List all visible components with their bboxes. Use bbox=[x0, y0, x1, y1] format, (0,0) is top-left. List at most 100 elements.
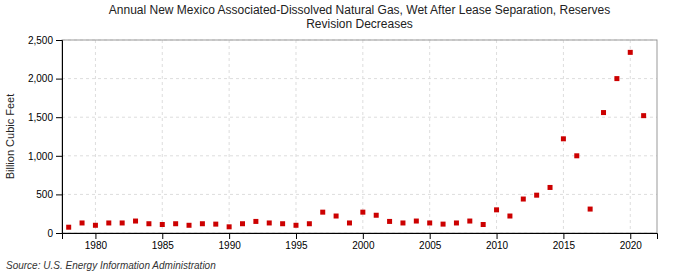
point bbox=[414, 219, 419, 224]
point bbox=[481, 222, 486, 227]
point bbox=[80, 220, 85, 225]
point bbox=[146, 221, 151, 226]
title-line: Annual New Mexico Associated-Dissolved N… bbox=[109, 3, 610, 17]
point bbox=[467, 219, 472, 224]
x-tick: 2010 bbox=[486, 233, 509, 251]
x-tick: 1980 bbox=[85, 233, 108, 251]
y-tick: 2,500 bbox=[28, 35, 62, 46]
point bbox=[534, 193, 539, 198]
point bbox=[360, 210, 365, 215]
point bbox=[334, 214, 339, 219]
point bbox=[267, 220, 272, 225]
point bbox=[521, 197, 526, 202]
plot: 1980 1985 1990 1995 2000 2005 2010 2015 2020 0 500… bbox=[28, 35, 658, 251]
point bbox=[120, 220, 125, 225]
point bbox=[280, 221, 285, 226]
point bbox=[187, 223, 192, 228]
x-tick: 2000 bbox=[352, 233, 375, 251]
point bbox=[494, 207, 499, 212]
y-tick-label: 0 bbox=[47, 228, 53, 239]
x-tick-label: 1980 bbox=[85, 240, 108, 251]
x-tick: 2020 bbox=[620, 233, 643, 251]
grid-line-y bbox=[62, 194, 657, 195]
x-tick-label: 1990 bbox=[219, 240, 242, 251]
x-tick-mark bbox=[430, 233, 431, 239]
grid-line-x bbox=[496, 40, 497, 233]
x-tick: 2005 bbox=[419, 233, 442, 251]
point bbox=[400, 220, 405, 225]
x-axis-line bbox=[63, 234, 658, 240]
point bbox=[106, 220, 111, 225]
grid-line-y bbox=[62, 78, 657, 79]
point bbox=[574, 153, 579, 158]
grid-line-x bbox=[630, 40, 631, 233]
title: Annual New Mexico Associated-Dissolved N… bbox=[109, 3, 610, 31]
y-tick: 500 bbox=[36, 189, 62, 200]
y-tick-mark bbox=[56, 117, 62, 118]
x-tick-label: 2010 bbox=[486, 240, 509, 251]
y-tick: 1,500 bbox=[28, 112, 62, 123]
y-tick-mark bbox=[56, 156, 62, 157]
x-tick-mark bbox=[363, 233, 364, 239]
y-tick-mark bbox=[56, 79, 62, 80]
point bbox=[588, 207, 593, 212]
grid-line-x bbox=[429, 40, 430, 233]
point bbox=[227, 224, 232, 229]
point bbox=[628, 50, 633, 55]
point bbox=[93, 223, 98, 228]
x-tick-label: 2005 bbox=[419, 240, 442, 251]
y-axis-line bbox=[56, 41, 63, 234]
grid-line-y bbox=[62, 117, 657, 118]
point bbox=[441, 222, 446, 227]
x-tick-label: 2015 bbox=[553, 240, 576, 251]
y-tick: 2,000 bbox=[28, 73, 62, 84]
point bbox=[200, 221, 205, 226]
point bbox=[454, 220, 459, 225]
x-tick-mark bbox=[229, 233, 230, 239]
x-tick: 2015 bbox=[553, 233, 576, 251]
x-tick-mark bbox=[95, 233, 96, 239]
point bbox=[160, 222, 165, 227]
grid-line-x bbox=[229, 40, 230, 233]
x-tick: 1995 bbox=[285, 233, 308, 251]
source: Source: U.S. Energy Information Administ… bbox=[6, 260, 216, 271]
y-tick-label: 2,500 bbox=[28, 35, 53, 46]
point bbox=[133, 219, 138, 224]
title-line: Revision Decreases bbox=[306, 17, 413, 31]
point bbox=[641, 113, 646, 118]
x-tick-mark bbox=[296, 233, 297, 239]
point bbox=[427, 220, 432, 225]
y-tick-mark bbox=[56, 40, 62, 41]
point bbox=[213, 222, 218, 227]
grid-line-x bbox=[362, 40, 363, 233]
x-tick: 1985 bbox=[152, 233, 175, 251]
y-tick-label: 1,000 bbox=[28, 151, 53, 162]
grid-line-x bbox=[295, 40, 296, 233]
point bbox=[347, 220, 352, 225]
point bbox=[387, 219, 392, 224]
point bbox=[293, 223, 298, 228]
x-tick-mark bbox=[497, 233, 498, 239]
point bbox=[307, 221, 312, 226]
chart: 1980 1985 1990 1995 2000 2005 2010 2015 2020 0 500… bbox=[0, 0, 675, 275]
x-tick-mark bbox=[563, 233, 564, 239]
y-tick: 1,000 bbox=[28, 151, 62, 162]
point bbox=[548, 185, 553, 190]
y-tick-label: 1,500 bbox=[28, 112, 53, 123]
x-tick-mark bbox=[630, 233, 631, 239]
point bbox=[614, 76, 619, 81]
y-tick-mark bbox=[56, 233, 62, 234]
point bbox=[320, 210, 325, 215]
y-axis-title: Billion Cubic Feet bbox=[4, 94, 16, 180]
x-tick: 1990 bbox=[219, 233, 242, 251]
point bbox=[66, 225, 71, 230]
plot-frame bbox=[62, 40, 657, 233]
point bbox=[507, 214, 512, 219]
x-tick-label: 1995 bbox=[285, 240, 308, 251]
x-tick-label: 2020 bbox=[620, 240, 643, 251]
point bbox=[253, 219, 258, 224]
grid-line-x bbox=[162, 40, 163, 233]
grid bbox=[62, 40, 657, 233]
grid-line-y bbox=[62, 155, 657, 156]
points bbox=[66, 50, 646, 230]
